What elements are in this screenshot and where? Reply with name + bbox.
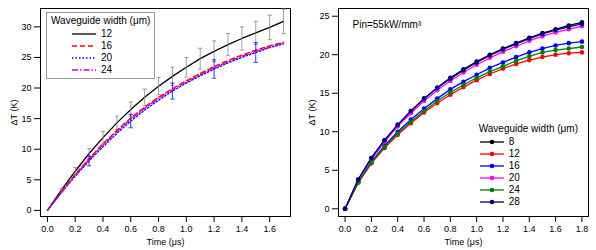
html-text:16: 16 [101, 40, 113, 51]
svg-text:0.0: 0.0 [41, 224, 54, 234]
svg-text:20: 20 [21, 83, 31, 93]
svg-text:Time (μs): Time (μs) [445, 237, 483, 247]
svg-text:25: 25 [21, 52, 31, 62]
svg-text:0: 0 [26, 205, 31, 215]
html-text:16: 16 [508, 160, 520, 171]
svg-text:0.4: 0.4 [97, 224, 110, 234]
svg-text:1.2: 1.2 [208, 224, 221, 234]
svg-text:10: 10 [319, 127, 329, 137]
svg-text:Pin=55kW/mm³: Pin=55kW/mm³ [353, 19, 422, 30]
svg-text:1.0: 1.0 [180, 224, 193, 234]
svg-text:1.2: 1.2 [497, 224, 510, 234]
svg-text:15: 15 [319, 88, 329, 98]
svg-text:Time (μs): Time (μs) [147, 237, 185, 247]
html-text:24: 24 [508, 184, 520, 195]
svg-text:1.4: 1.4 [236, 224, 249, 234]
svg-text:0.2: 0.2 [365, 224, 378, 234]
svg-text:0.4: 0.4 [391, 224, 404, 234]
svg-text:0.6: 0.6 [418, 224, 431, 234]
html-text:12: 12 [101, 28, 113, 39]
svg-text:0.6: 0.6 [125, 224, 138, 234]
svg-text:1.6: 1.6 [263, 224, 276, 234]
html-text:28: 28 [508, 196, 520, 207]
svg-text:20: 20 [319, 50, 329, 60]
html-text:Waveguide width (μm): Waveguide width (μm) [51, 15, 151, 26]
svg-text:30: 30 [21, 22, 31, 32]
svg-text:1.0: 1.0 [470, 224, 483, 234]
svg-text:5: 5 [324, 165, 329, 175]
html-text:Waveguide width (μm): Waveguide width (μm) [478, 123, 578, 134]
svg-text:0.8: 0.8 [444, 224, 457, 234]
svg-text:10: 10 [21, 144, 31, 154]
html-text:20: 20 [101, 52, 113, 63]
svg-text:25: 25 [319, 11, 329, 21]
html-text:24: 24 [101, 64, 113, 75]
html-text:8: 8 [508, 136, 515, 147]
svg-text:1.8: 1.8 [576, 224, 589, 234]
svg-text:0: 0 [324, 204, 329, 214]
svg-text:1.4: 1.4 [523, 224, 536, 234]
html-text:12: 12 [508, 148, 520, 159]
svg-text:15: 15 [21, 113, 31, 123]
svg-text:ΔT (K): ΔT (K) [9, 100, 19, 126]
svg-text:5: 5 [26, 175, 31, 185]
svg-text:0.0: 0.0 [339, 224, 352, 234]
svg-text:ΔT (K): ΔT (K) [307, 100, 317, 126]
svg-text:0.2: 0.2 [69, 224, 82, 234]
svg-text:0.8: 0.8 [152, 224, 165, 234]
html-text:20: 20 [508, 172, 520, 183]
svg-text:1.6: 1.6 [549, 224, 562, 234]
